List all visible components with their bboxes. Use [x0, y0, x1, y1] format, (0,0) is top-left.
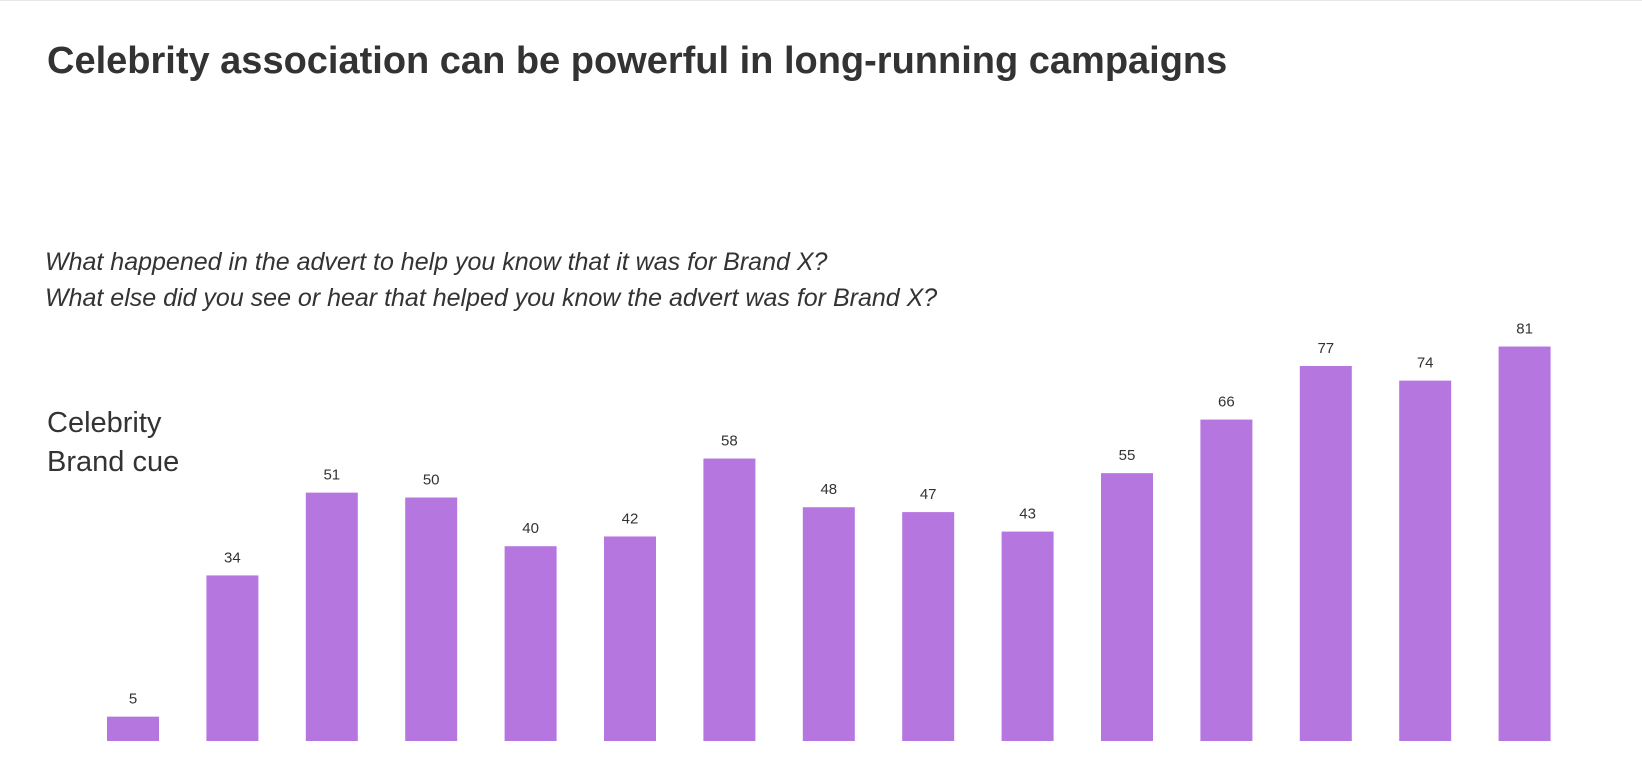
bar-11 — [1101, 473, 1153, 741]
data-label-6: 42 — [622, 510, 639, 527]
data-label-7: 58 — [721, 433, 738, 450]
data-label-1: 5 — [129, 691, 137, 708]
data-label-5: 40 — [522, 520, 539, 537]
series-label-line-1: Celebrity — [47, 407, 162, 439]
data-label-15: 81 — [1516, 321, 1533, 338]
bar-13 — [1299, 366, 1352, 741]
bar-3 — [305, 492, 358, 741]
series-label-line-2: Brand cue — [47, 446, 180, 478]
chart-title: Celebrity association can be powerful in… — [47, 40, 1228, 82]
bar-2 — [206, 575, 259, 741]
top-divider — [0, 0, 1642, 1]
chart-subtitle-line-2: What else did you see or hear that helpe… — [45, 284, 938, 312]
data-label-2: 34 — [224, 549, 241, 566]
bar-8 — [802, 507, 855, 741]
data-label-11: 55 — [1119, 447, 1136, 464]
data-label-9: 47 — [920, 486, 937, 503]
bar-9 — [902, 512, 955, 741]
bar-1 — [107, 716, 159, 741]
data-label-10: 43 — [1019, 506, 1036, 523]
data-label-14: 74 — [1417, 355, 1434, 372]
data-label-13: 77 — [1317, 340, 1334, 357]
bar-5 — [504, 546, 557, 741]
data-label-12: 66 — [1218, 394, 1235, 411]
data-label-3: 51 — [323, 467, 340, 484]
chart-subtitle-line-1: What happened in the advert to help you … — [45, 248, 828, 276]
data-label-4: 50 — [423, 472, 440, 489]
bar-14 — [1399, 380, 1452, 741]
bar-12 — [1200, 419, 1253, 741]
bar-15 — [1498, 346, 1551, 741]
bar-7 — [703, 458, 756, 741]
bar-4 — [405, 497, 458, 741]
bar-6 — [604, 536, 656, 741]
bar-10 — [1001, 531, 1054, 741]
data-label-8: 48 — [820, 481, 837, 498]
